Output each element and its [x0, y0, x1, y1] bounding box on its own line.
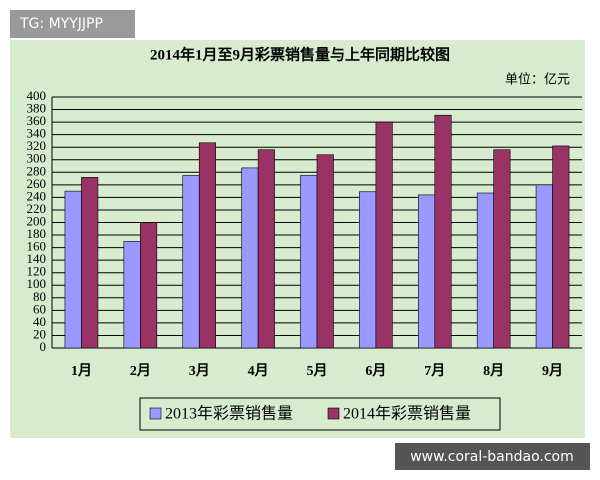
watermark-box	[10, 10, 135, 38]
bar	[552, 145, 570, 349]
legend-label: 2014年彩票销售量	[343, 405, 471, 423]
bar	[300, 175, 318, 349]
y-tick-label: 300	[27, 151, 47, 166]
y-tick-label: 400	[27, 88, 47, 103]
legend-box	[139, 397, 501, 431]
y-tick-label: 120	[27, 264, 47, 279]
y-tick-label: 200	[27, 213, 47, 228]
bar	[64, 190, 82, 349]
legend-label: 2013年彩票销售量	[165, 405, 293, 423]
y-tick-label: 260	[27, 176, 47, 191]
y-tick-label: 20	[33, 326, 46, 341]
bar	[316, 154, 334, 349]
watermark-box	[395, 443, 590, 470]
bar	[375, 121, 393, 349]
y-tick-label: 60	[33, 301, 46, 316]
bar	[257, 149, 275, 349]
y-tick-label: 320	[27, 138, 47, 153]
watermark: TG: MYYJJPP	[19, 16, 103, 32]
bar	[241, 167, 259, 349]
bar	[198, 142, 217, 349]
x-tick-label: 6月	[365, 363, 386, 379]
y-tick-label: 380	[27, 101, 47, 116]
y-tick-label: 340	[27, 126, 47, 141]
x-tick-label: 7月	[424, 363, 445, 379]
x-tick-label: 9月	[542, 363, 563, 379]
watermark: www.coral-bandao.com	[410, 449, 574, 465]
unit-label: 单位：亿元	[505, 73, 570, 88]
bar	[493, 149, 511, 349]
y-tick-label: 80	[33, 289, 46, 304]
y-tick-label: 240	[27, 188, 47, 203]
y-tick-label: 280	[27, 163, 47, 178]
bar	[434, 114, 452, 349]
bar	[140, 222, 158, 349]
chart-title: 2014年1月至9月彩票销售量与上年同期比较图	[150, 45, 450, 63]
y-tick-label: 220	[27, 201, 47, 216]
y-tick-label: 0	[40, 339, 47, 354]
y-tick-label: 40	[33, 314, 46, 329]
bar	[81, 177, 99, 349]
y-tick-label: 360	[27, 113, 47, 128]
bar	[476, 192, 494, 349]
y-tick-label: 160	[27, 239, 47, 254]
y-tick-label: 100	[27, 276, 47, 291]
legend-swatch	[327, 407, 340, 420]
x-tick-label: 2月	[130, 363, 151, 379]
bar	[359, 191, 377, 349]
bar	[123, 241, 141, 349]
x-tick-label: 8月	[483, 363, 504, 379]
bar	[417, 194, 436, 349]
x-tick-label: 4月	[248, 363, 269, 379]
x-tick-label: 3月	[189, 363, 210, 379]
y-tick-label: 180	[27, 226, 47, 241]
bar	[535, 184, 553, 349]
legend-swatch	[149, 407, 162, 420]
bar	[182, 175, 200, 349]
x-tick-label: 5月	[307, 363, 328, 379]
x-tick-label: 1月	[71, 363, 92, 379]
y-tick-label: 140	[27, 251, 47, 266]
